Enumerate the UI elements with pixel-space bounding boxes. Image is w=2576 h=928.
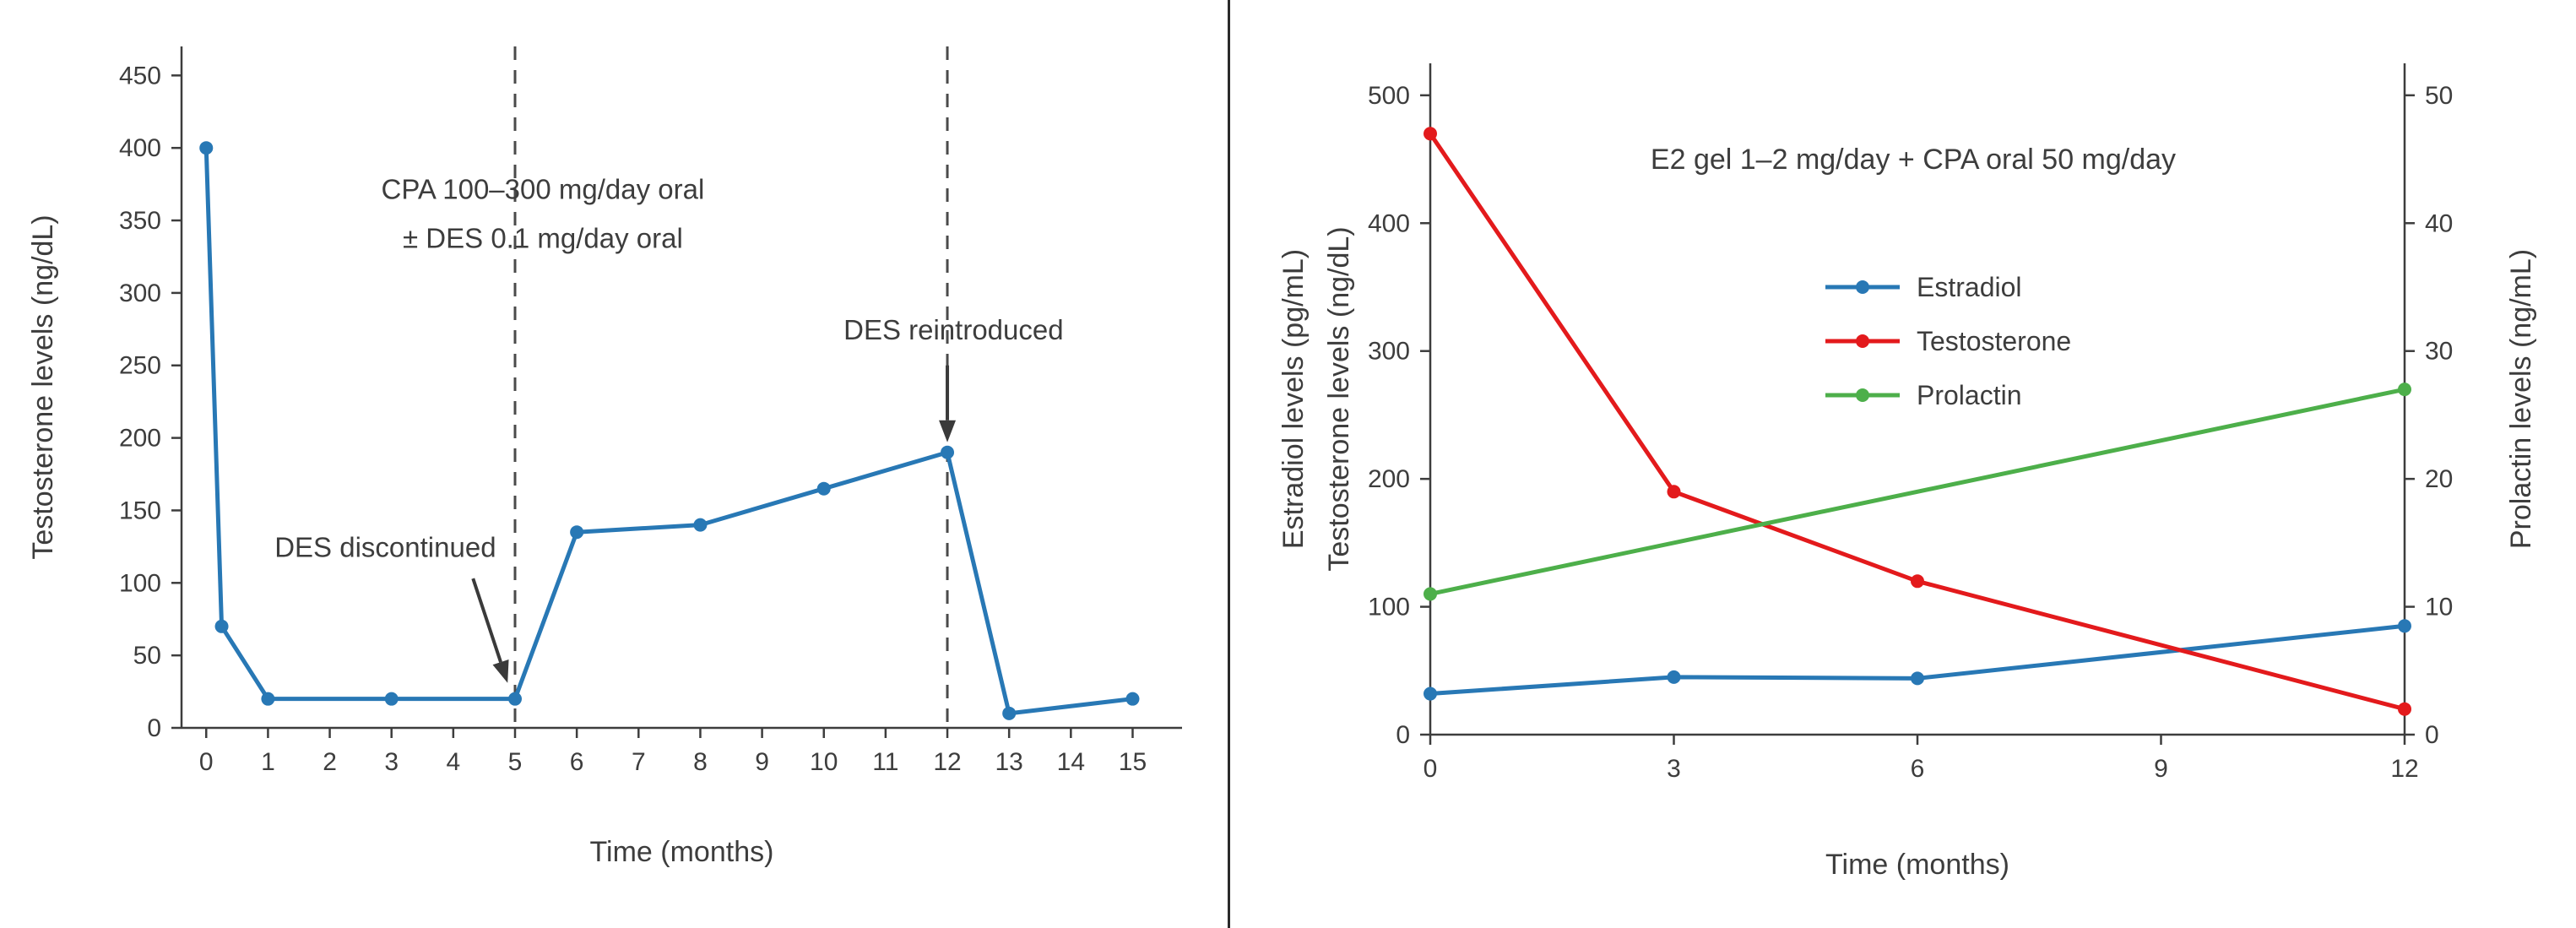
series-testosterone-point [570,525,584,540]
x-tick-label: 6 [1911,755,1925,783]
series-testosterone-point [214,619,229,633]
x-tick-label: 7 [632,748,646,776]
series-prolactin-point [2398,383,2411,397]
y-tick-label: 100 [1368,594,1410,621]
x-tick-label: 12 [2390,755,2418,783]
right-y-tick-label: 30 [2425,338,2453,366]
y-tick-label: 300 [1368,338,1410,366]
legend-label-testosterone: Testosterone [1917,326,2071,356]
series-estradiol-point [1667,670,1681,684]
testosterone-time-chart: 0 1 2 3 4 5 6 7 8 9 10 11 12 13 14 15050100150200250300… [27,46,1182,868]
y-tick-label: 150 [119,497,161,524]
x-tick-label: 5 [508,748,523,776]
series-estradiol-line [1428,623,2407,697]
x-tick-label: 6 [570,748,584,776]
right-y-tick-label: 50 [2425,82,2453,110]
y-tick-label: 200 [1368,465,1410,493]
series-testosterone-point [816,481,831,496]
series-testosterone-point [508,692,522,706]
right-y-tick-label: 40 [2425,209,2453,237]
series-prolactin-point [1424,587,1437,601]
x-tick-label: 14 [1057,748,1085,776]
series-testosterone-point [941,445,955,459]
y-tick-label: 450 [119,62,161,90]
y-tick-label: 100 [119,569,161,597]
annotation-text: DES reintroduced [843,314,1063,345]
panel-divider [1228,0,1230,928]
left-y-axis-label-1: Estradiol levels (pg/mL) [1277,249,1310,549]
y-tick-label: 300 [119,279,161,307]
x-tick-label: 1 [261,748,275,776]
right-y-tick-label: 20 [2425,465,2453,493]
right-y-tick-label: 0 [2425,721,2439,749]
annotation-text: ± DES 0.1 mg/day oral [403,222,683,253]
series-estradiol-point [1911,671,1924,686]
arrow-head [939,420,957,442]
x-tick-label: 10 [810,748,838,776]
series-testosterone-point [1667,485,1681,499]
series-testosterone-point [1424,127,1437,141]
y-tick-label: 400 [1368,209,1410,237]
x-tick-label: 11 [872,748,898,776]
series-testosterone-point [2398,702,2411,716]
y-tick-label: 200 [119,425,161,453]
x-axis-label: Time (months) [1825,849,2009,881]
series-testosterone-point [1911,574,1924,589]
x-tick-label: 0 [1424,755,1438,783]
x-tick-label: 12 [933,748,961,776]
x-tick-label: 9 [755,748,769,776]
arrow-head [492,659,509,683]
series-testosterone-line [1428,131,2407,712]
series-estradiol-point [1424,687,1437,701]
x-axis-label: Time (months) [590,836,774,868]
testosterone-chart-panel: 0 1 2 3 4 5 6 7 8 9 10 11 12 13 14 15 0 50 100 150 200 250 300… [0,0,1228,928]
y-tick-label: 350 [119,207,161,235]
series-testosterone-point [261,692,275,706]
x-tick-label: 3 [1667,755,1681,783]
series-testosterone-point [384,692,399,706]
series-testosterone-point [693,518,708,532]
series-testosterone-point [199,141,214,155]
y-tick-label: 0 [1396,721,1410,749]
annotation-text: CPA 100–300 mg/day oral [382,173,705,204]
legend-marker-estradiol [1856,280,1869,294]
y-tick-label: 500 [1368,82,1410,110]
legend-label-prolactin: Prolactin [1917,380,2022,410]
y-tick-label: 400 [119,134,161,162]
x-tick-label: 9 [2154,755,2168,783]
x-tick-label: 4 [447,748,461,776]
series-estradiol-point [2398,619,2411,633]
y-tick-label: 50 [133,642,161,670]
x-tick-label: 15 [1119,748,1147,776]
y-tick-label: 0 [147,714,161,742]
series-testosterone-point [1125,692,1140,706]
legend-label-estradiol: Estradiol [1917,272,2022,302]
x-tick-label: 2 [323,748,337,776]
annotation-text: DES discontinued [274,531,496,562]
annotation-arrow [471,578,502,663]
y-tick-label: 250 [119,352,161,380]
x-tick-label: 0 [199,748,214,776]
right-y-tick-label: 10 [2425,594,2453,621]
series-testosterone-point [1002,706,1017,720]
series-prolactin-line [1428,387,2407,596]
y-axis-label: Testosterone levels (ng/dL) [27,214,59,559]
legend-marker-prolactin [1856,388,1869,402]
right-y-axis-label: Prolactin levels (ng/mL) [2505,249,2537,549]
x-tick-label: 8 [693,748,708,776]
left-y-axis-label-2: Testosterone levels (ng/dL) [1323,226,1355,571]
hormone-chart-panel: 0 3 6 9 12 0 100 200 300 400 500 0 10 20 30 40 50 Time (m… [1230,0,2575,928]
x-tick-label: 13 [995,748,1022,776]
x-tick-label: 3 [384,748,399,776]
legend-marker-testosterone [1856,334,1869,348]
chart-title: E2 gel 1–2 mg/day + CPA oral 50 mg/day [1651,144,2176,176]
